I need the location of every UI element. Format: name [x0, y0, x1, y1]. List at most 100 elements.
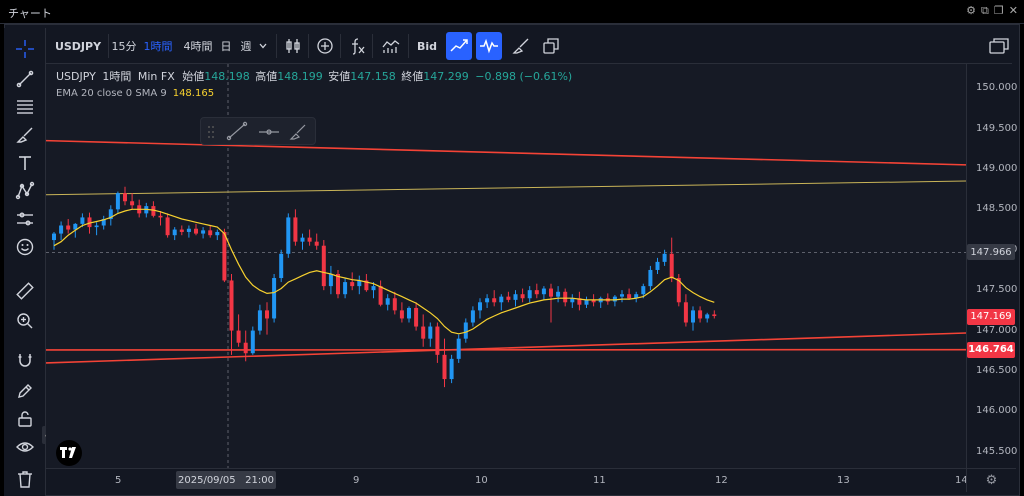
brush-icon [16, 127, 33, 143]
price-chart[interactable] [45, 64, 967, 468]
crosshair-icon [16, 40, 34, 58]
tradingview-logo[interactable] [56, 440, 82, 466]
chart-pane[interactable] [45, 64, 967, 468]
candle [357, 280, 362, 287]
time-tick: 9 [353, 475, 360, 486]
legend-high: 148.199 [277, 70, 323, 83]
interval-15m[interactable]: 15分 [111, 40, 137, 53]
restore-icon[interactable]: ❐ [993, 4, 1004, 17]
brush-button[interactable] [508, 32, 534, 60]
emoji-tool[interactable] [12, 234, 38, 260]
measure-tool[interactable] [12, 278, 38, 304]
indicators-icon [382, 40, 400, 53]
unlock-icon [18, 411, 32, 427]
candle [662, 253, 667, 262]
candle [634, 294, 639, 299]
indicator-label: EMA 20 close 0 SMA 9 [56, 88, 167, 99]
delete-tool[interactable] [12, 466, 38, 492]
popout-icon[interactable]: ⧉ [981, 4, 989, 17]
chart-settings-button[interactable]: ⚙ [966, 468, 1016, 492]
candle [478, 302, 482, 311]
candle [428, 326, 433, 339]
chart-type-button[interactable] [280, 32, 306, 60]
magnet-tool[interactable] [12, 348, 38, 374]
candles-icon [286, 39, 300, 53]
candle [243, 342, 248, 354]
plus-circle-icon [317, 38, 333, 54]
interval-dropdown[interactable] [256, 32, 270, 60]
candle [641, 286, 646, 295]
brush-tool[interactable] [12, 122, 38, 148]
legend-open-label: 始値 [182, 70, 205, 83]
legend-low-label: 安値 [328, 70, 351, 83]
legend-source: Min FX [137, 70, 175, 83]
drawing-support-rising [45, 332, 967, 364]
candle [485, 298, 490, 303]
interval-week[interactable]: 週 [240, 40, 252, 53]
close-icon[interactable]: ✕ [1008, 4, 1018, 17]
line-price-label: 146.764 [967, 341, 1015, 358]
candle [73, 223, 78, 230]
candle [300, 237, 305, 242]
price-tick: 147.000 [976, 324, 1018, 336]
trendline-icon[interactable] [226, 121, 248, 141]
prediction-tool[interactable] [12, 206, 38, 232]
pattern-tool[interactable] [12, 178, 38, 204]
brush-icon[interactable] [289, 124, 306, 140]
price-source-button[interactable]: Bid [416, 39, 438, 53]
wave-mode-button[interactable] [476, 32, 502, 60]
zoom-tool[interactable] [12, 308, 38, 334]
interval-1h[interactable]: 1時間 [143, 40, 173, 53]
layers-button[interactable] [538, 32, 564, 60]
compare-button[interactable] [312, 32, 338, 60]
draw-mode-tool[interactable] [12, 378, 38, 404]
interval-4h[interactable]: 4時間 [183, 40, 213, 53]
drag-handle-icon[interactable] [208, 126, 214, 138]
visibility-tool[interactable] [12, 434, 38, 460]
candle [94, 225, 99, 228]
time-tick: 5 [115, 475, 122, 486]
candle [194, 228, 198, 234]
legend-close: 147.299 [423, 70, 469, 83]
fx-icon [352, 38, 365, 55]
candle [236, 330, 241, 343]
candle [506, 296, 511, 300]
candle [257, 310, 262, 331]
drawing-resistance-upper [45, 139, 967, 166]
chevron-down-icon [259, 43, 267, 49]
layout-button[interactable] [986, 32, 1012, 60]
indicator-legend[interactable]: EMA 20 close 0 SMA 9 148.165 [56, 88, 214, 99]
price-axis[interactable] [966, 64, 1016, 468]
candle [513, 294, 518, 300]
toolbar-divider [108, 34, 109, 58]
candle [87, 217, 92, 228]
candle [698, 310, 703, 319]
horizontal-ray-icon[interactable] [259, 129, 279, 135]
templates-button[interactable] [378, 32, 404, 60]
candle [399, 310, 404, 319]
indicators-button[interactable] [344, 32, 370, 60]
crosshair-tool[interactable] [12, 36, 38, 62]
candle [385, 298, 390, 305]
interval-day[interactable]: 日 [220, 40, 232, 53]
candle [612, 296, 617, 302]
eye-icon [16, 442, 34, 452]
symbol-button[interactable]: USDJPY [54, 39, 102, 53]
candle [392, 298, 397, 311]
line-mode-button[interactable] [446, 32, 472, 60]
text-tool[interactable] [12, 150, 38, 176]
candle [265, 310, 269, 319]
candle [591, 299, 596, 303]
candle [52, 233, 56, 241]
candle [378, 286, 383, 305]
candle [307, 237, 312, 242]
candle [186, 228, 191, 232]
wave-icon [480, 38, 498, 54]
trendline-tool[interactable] [12, 66, 38, 92]
lock-tool[interactable] [12, 406, 38, 432]
fib-tool[interactable] [12, 94, 38, 120]
gear-icon[interactable]: ⚙ [966, 4, 977, 17]
candle [343, 282, 348, 295]
legend-open: 148.198 [204, 70, 250, 83]
current-price-label: 147.169 [967, 308, 1015, 325]
